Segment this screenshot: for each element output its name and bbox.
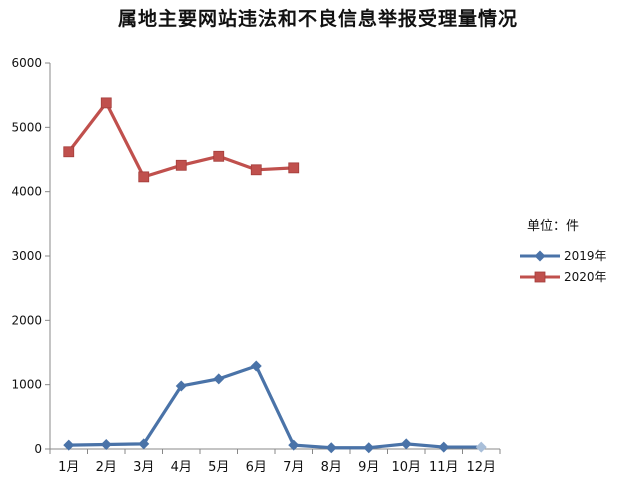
data-point (288, 162, 300, 174)
x-tick-label: 7月 (283, 460, 304, 475)
data-point (100, 97, 112, 109)
data-point (363, 442, 375, 454)
data-point (438, 441, 450, 453)
data-point (213, 373, 225, 385)
data-point (175, 159, 187, 171)
data-point (475, 441, 487, 453)
x-tick-label: 12月 (466, 460, 496, 475)
data-point (288, 439, 300, 451)
x-tick-label: 10月 (391, 460, 421, 475)
y-tick-label: 2000 (11, 313, 42, 327)
x-tick-label: 11月 (429, 460, 459, 475)
data-point (63, 146, 75, 158)
x-tick-label: 1月 (58, 460, 79, 475)
data-point (138, 171, 150, 183)
legend-label: 2020年 (564, 270, 607, 284)
data-point (175, 380, 187, 392)
data-point (100, 438, 112, 450)
data-point (63, 439, 75, 451)
x-tick-label: 9月 (358, 460, 379, 475)
y-tick-label: 5000 (11, 120, 42, 134)
series-line-2019年 (68, 364, 482, 450)
chart-title: 属地主要网站违法和不良信息举报受理量情况 (117, 8, 518, 30)
y-tick-label: 6000 (11, 56, 42, 70)
data-point (213, 150, 225, 162)
x-tick-label: 3月 (133, 460, 154, 475)
data-point (250, 360, 262, 372)
data-point (138, 438, 150, 450)
x-tick-label: 8月 (321, 460, 342, 475)
y-tick-label: 0 (34, 442, 42, 456)
y-tick-label: 4000 (11, 185, 42, 199)
legend-label: 2019年 (564, 249, 607, 263)
data-point (400, 438, 412, 450)
x-tick-label: 5月 (208, 460, 229, 475)
data-point (325, 442, 337, 454)
data-point (250, 164, 262, 176)
x-tick-label: 6月 (246, 460, 267, 475)
y-tick-label: 3000 (11, 249, 42, 263)
legend-marker (534, 271, 546, 283)
x-tick-label: 2月 (96, 460, 117, 475)
x-tick-label: 4月 (171, 460, 192, 475)
legend-unit-label: 单位：件 (527, 219, 579, 234)
legend-marker (534, 250, 546, 262)
y-tick-label: 1000 (11, 378, 42, 392)
